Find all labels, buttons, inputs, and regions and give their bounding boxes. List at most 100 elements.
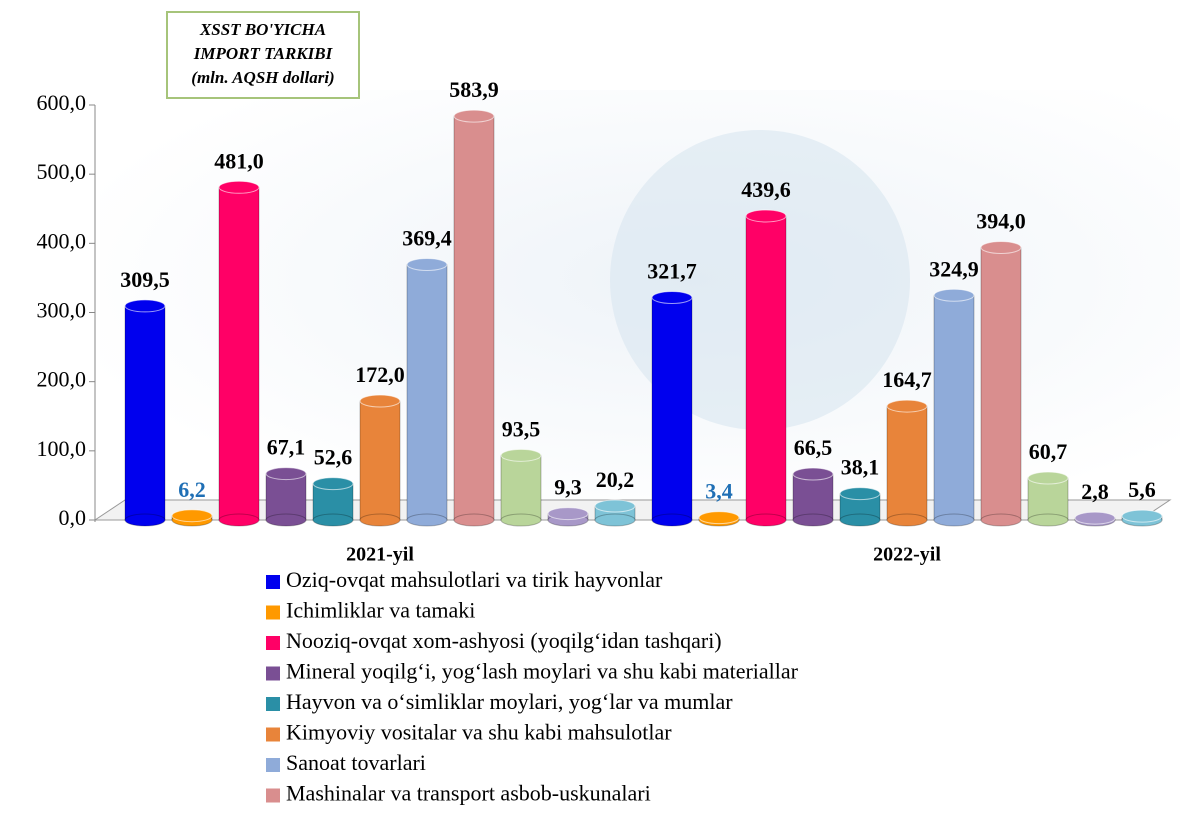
y-tick-label: 0,0 (59, 505, 87, 530)
bar-base (1027, 513, 1069, 527)
y-tick-label: 600,0 (37, 90, 87, 115)
bar-base (886, 513, 928, 527)
bar-base (792, 513, 834, 527)
value-label: 93,5 (502, 416, 541, 441)
bar-top (651, 290, 693, 304)
bar-top (500, 448, 542, 462)
bar-top (359, 394, 401, 408)
bar-top (839, 487, 881, 501)
value-label: 6,2 (178, 477, 206, 502)
bar (406, 263, 448, 521)
value-label: 66,5 (794, 435, 833, 460)
bar-top (406, 257, 448, 271)
y-tick-label: 500,0 (37, 159, 87, 184)
bar-base (745, 513, 787, 527)
legend-swatch (266, 575, 280, 589)
x-tick-label: 2022-yil (873, 544, 941, 566)
legend-label: Nooziq-ovqat xom-ashyosi (yoqilg‘idan ta… (286, 628, 722, 653)
value-label: 60,7 (1029, 439, 1068, 464)
value-label: 20,2 (596, 467, 635, 492)
bar-base (124, 513, 166, 527)
value-label: 309,5 (120, 267, 170, 292)
bar-top (933, 288, 975, 302)
value-label: 481,0 (214, 148, 264, 173)
bar-base (980, 513, 1022, 527)
bar (1027, 477, 1069, 521)
bar (980, 246, 1022, 521)
legend-label: Mineral yoqilg‘i, yog‘lash moylari va sh… (286, 659, 799, 684)
bar-top (594, 499, 636, 513)
title-box (166, 11, 360, 99)
bar-top (886, 399, 928, 413)
bar-base (265, 513, 307, 527)
x-tick-label: 2021-yil (346, 544, 414, 566)
value-label: 583,9 (449, 77, 499, 102)
bar-base (933, 513, 975, 527)
bar-top (312, 477, 354, 491)
bar-top (218, 180, 260, 194)
value-label: 3,4 (705, 479, 733, 504)
value-label: 321,7 (647, 259, 697, 284)
legend-swatch (266, 727, 280, 742)
bar-top (792, 467, 834, 481)
y-tick-label: 300,0 (37, 298, 87, 323)
bar-top (745, 209, 787, 223)
bar-base (218, 513, 260, 527)
value-label: 67,1 (267, 435, 306, 460)
legend-swatch (266, 788, 280, 803)
value-label: 394,0 (976, 209, 1026, 234)
value-label: 164,7 (882, 367, 932, 392)
bar-top (124, 299, 166, 313)
bar-top (453, 109, 495, 123)
bar (359, 400, 401, 521)
legend-label: Ichimliklar va tamaki (286, 598, 475, 623)
bar (792, 473, 834, 521)
legend-label: Sanoat tovarlari (286, 750, 426, 775)
bar-base (359, 513, 401, 527)
bar-top (547, 507, 589, 521)
legend-label: Mashinalar va transport asbob-uskunalari (286, 781, 651, 806)
legend-swatch (266, 636, 280, 650)
bar (124, 305, 166, 521)
value-label: 52,6 (314, 445, 353, 470)
y-tick-label: 400,0 (37, 228, 87, 253)
bar-base (453, 513, 495, 527)
title-line: IMPORT TARKIBI (193, 44, 334, 63)
bar-base (500, 513, 542, 527)
legend-swatch (266, 697, 280, 711)
bar (651, 296, 693, 521)
legend-label: Hayvon va o‘simliklar moylari, yog‘lar v… (286, 689, 733, 714)
bar-base (594, 513, 636, 527)
bar-top (698, 511, 740, 525)
bar-base (406, 513, 448, 527)
bar-top (1074, 511, 1116, 525)
legend-swatch (266, 758, 280, 772)
legend-swatch (266, 666, 280, 681)
value-label: 172,0 (355, 362, 405, 387)
value-label: 9,3 (554, 475, 582, 500)
bar (933, 294, 975, 521)
bar (500, 454, 542, 521)
bar (453, 115, 495, 521)
bar (218, 186, 260, 521)
chart-title: XSST BO'YICHA IMPORT TARKIBI (mln. AQSH … (191, 20, 334, 87)
bar-top (980, 240, 1022, 254)
legend-label: Oziq-ovqat mahsulotlari va tirik hayvonl… (286, 567, 663, 592)
bar-base (651, 513, 693, 527)
value-label: 439,6 (741, 177, 791, 202)
bar-top (171, 509, 213, 523)
value-label: 5,6 (1128, 477, 1156, 502)
bar-top (1027, 471, 1069, 485)
y-tick-label: 100,0 (37, 436, 87, 461)
title-line: (mln. AQSH dollari) (191, 68, 334, 87)
bar (886, 405, 928, 521)
value-label: 369,4 (402, 226, 452, 251)
bar-base (312, 513, 354, 527)
value-label: 2,8 (1081, 479, 1109, 504)
bar-top (265, 467, 307, 481)
bar (745, 215, 787, 521)
legend-label: Kimyoviy vositalar va shu kabi mahsulotl… (286, 720, 672, 745)
bar-top (1121, 509, 1163, 523)
